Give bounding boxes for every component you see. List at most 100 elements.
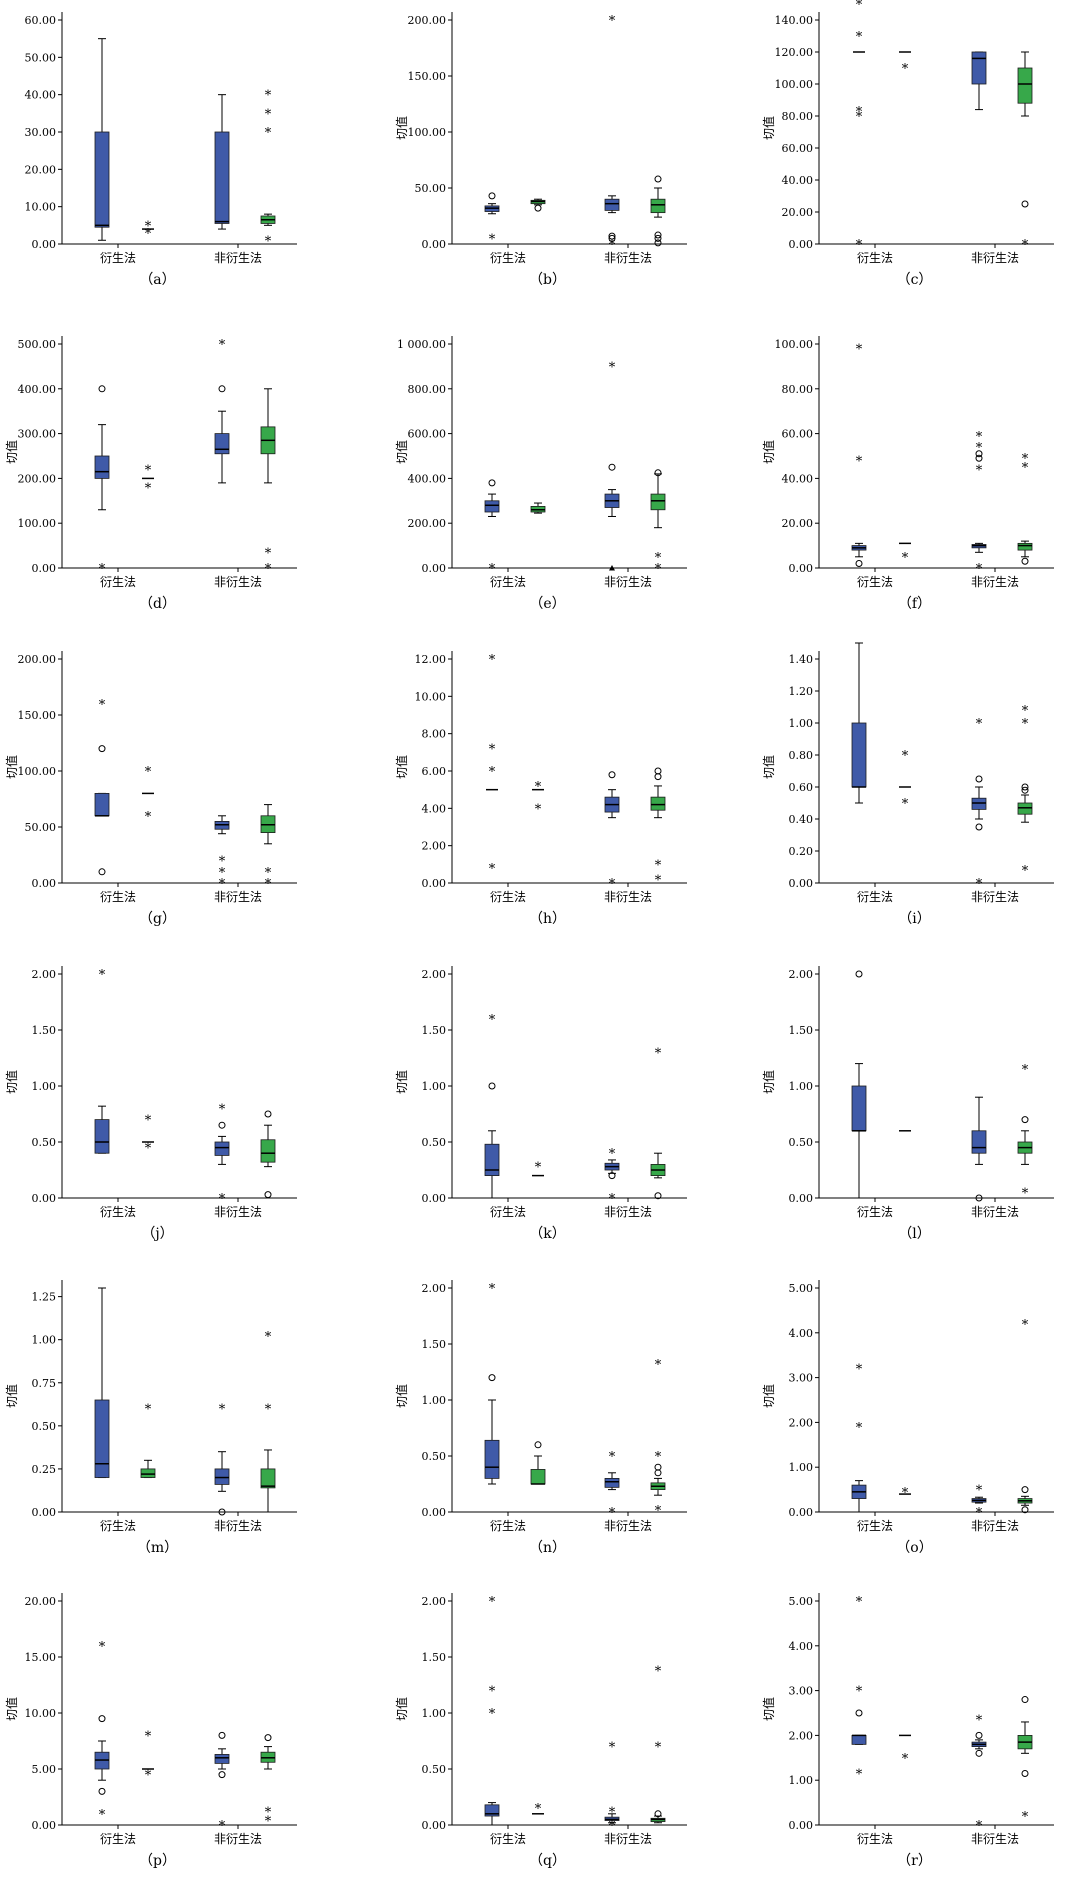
iqr-box	[260, 1139, 276, 1163]
box-series1: *	[604, 360, 620, 571]
iqr-box	[530, 1469, 546, 1485]
outlier-star-marker: *	[1022, 1318, 1029, 1333]
y-axis-title: 切值	[761, 440, 776, 464]
y-tick-label: 0.50	[422, 1763, 447, 1776]
y-tick-label: 0.00	[422, 1819, 447, 1832]
box-series1	[971, 51, 987, 111]
y-axis-title: 切值	[761, 1697, 776, 1721]
y-tick-label: 1.00	[789, 1080, 814, 1093]
box-series2: **	[142, 1729, 154, 1784]
outlier-star-marker: *	[219, 338, 226, 353]
x-tick-label: 非衍生法	[971, 251, 1019, 265]
outlier-star-marker: *	[489, 1685, 496, 1700]
y-tick-label: 1 000.00	[397, 338, 446, 351]
outlier-circle-marker	[654, 175, 662, 183]
outlier-star-marker: *	[609, 1450, 616, 1465]
box-series1: *	[214, 1403, 230, 1516]
box-series1: **	[604, 14, 620, 253]
y-tick-label: 0.20	[789, 845, 814, 858]
x-tick-label: 衍生法	[490, 251, 526, 265]
iqr-box	[484, 1143, 500, 1176]
panel-caption: （j）	[141, 1226, 173, 1242]
box-series2: *	[1017, 1696, 1033, 1825]
y-tick-label: 0.00	[789, 1192, 814, 1205]
y-tick-label: 100.00	[775, 78, 814, 91]
outlier-star-marker: *	[609, 1741, 616, 1756]
box-series2: **	[260, 1734, 276, 1830]
y-tick-label: 0.50	[422, 1450, 447, 1463]
outlier-star-marker: *	[856, 110, 863, 125]
outlier-star-marker: *	[489, 562, 496, 577]
iqr-box	[94, 1399, 110, 1478]
outlier-circle-marker	[218, 1731, 226, 1739]
iqr-box	[214, 131, 230, 224]
outlier-circle-marker	[98, 385, 106, 393]
y-tick-label: 40.00	[25, 89, 57, 102]
x-tick-label: 非衍生法	[604, 575, 652, 589]
box-series1: *	[94, 385, 110, 577]
box-series2: *	[532, 1802, 544, 1817]
y-tick-label: 1.00	[32, 1080, 57, 1093]
box-series1: *	[214, 1731, 230, 1834]
outlier-star-marker: *	[265, 1330, 272, 1345]
outlier-circle-marker	[855, 1709, 863, 1717]
y-tick-label: 3.00	[789, 1685, 814, 1698]
panel-caption: （a）	[139, 272, 175, 288]
box-series1: **	[604, 1450, 620, 1521]
outlier-star-marker: *	[145, 481, 152, 496]
outlier-circle-marker	[608, 1172, 616, 1180]
outlier-star-marker: *	[976, 1819, 983, 1834]
y-axis-title: 切值	[761, 755, 776, 779]
outlier-circle-marker	[1021, 783, 1029, 791]
panel-caption: （o）	[896, 1540, 932, 1556]
outlier-star-marker: *	[489, 743, 496, 758]
outlier-star-marker: *	[856, 238, 863, 253]
x-tick-label: 衍生法	[857, 1205, 893, 1219]
iqr-box	[971, 797, 987, 810]
outlier-star-marker: *	[655, 1741, 662, 1756]
outlier-triangle-marker	[609, 565, 615, 571]
outlier-star-marker: *	[976, 430, 983, 445]
x-tick-label: 衍生法	[490, 1832, 526, 1846]
y-axis-title: 切值	[394, 440, 409, 464]
outlier-star-marker: *	[976, 441, 983, 456]
box-series2: **	[1017, 452, 1033, 565]
box-series2: **	[142, 765, 154, 825]
outlier-circle-marker	[975, 775, 983, 783]
outlier-circle-marker	[654, 469, 662, 477]
outlier-star-marker: *	[856, 454, 863, 469]
outlier-star-marker: *	[219, 1102, 226, 1117]
outlier-circle-marker	[488, 1374, 496, 1382]
outlier-star-marker: *	[489, 1282, 496, 1297]
y-tick-label: 0.25	[32, 1463, 57, 1476]
box-series2: **	[899, 749, 911, 812]
y-axis-title: 切值	[761, 116, 776, 140]
x-tick-label: 衍生法	[857, 890, 893, 904]
y-tick-label: 100.00	[775, 338, 814, 351]
box-series2: **	[1017, 1063, 1033, 1201]
y-axis-title: 切值	[4, 1697, 19, 1721]
y-tick-label: 200.00	[18, 653, 57, 666]
x-tick-label: 衍生法	[100, 890, 136, 904]
x-tick-label: 衍生法	[100, 1832, 136, 1846]
outlier-star-marker: *	[856, 1767, 863, 1782]
y-tick-label: 120.00	[775, 46, 814, 59]
outlier-star-marker: *	[265, 1806, 272, 1821]
y-tick-label: 2.00	[422, 840, 447, 853]
box-series1	[94, 38, 110, 241]
y-tick-label: 1.00	[422, 1394, 447, 1407]
y-axis-title: 切值	[761, 1070, 776, 1094]
x-tick-label: 衍生法	[857, 1519, 893, 1533]
y-tick-label: 1.00	[789, 1774, 814, 1787]
iqr-box	[1017, 802, 1033, 815]
y-tick-label: 150.00	[18, 709, 57, 722]
box-series1: **	[94, 1640, 110, 1823]
y-axis-title: 切值	[4, 1070, 19, 1094]
x-tick-label: 非衍生法	[604, 890, 652, 904]
box-series1: ***	[604, 1741, 620, 1834]
y-tick-label: 2.00	[422, 1282, 447, 1295]
box-series2: *	[1017, 1318, 1033, 1514]
